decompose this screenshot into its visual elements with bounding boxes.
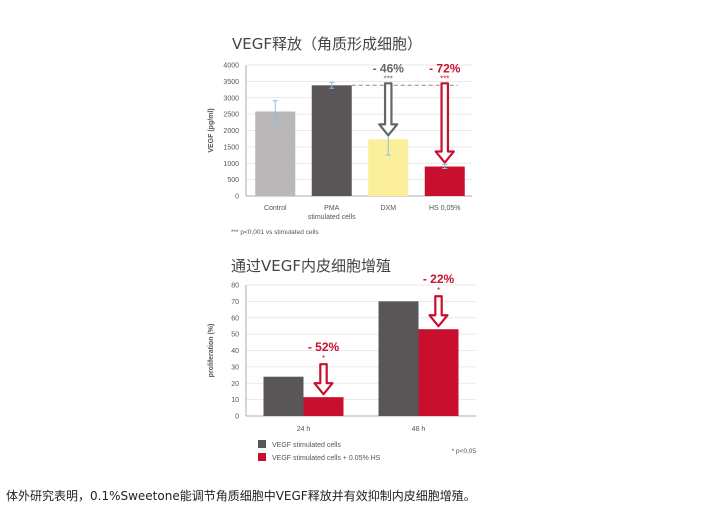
chart2-significance-star: * [322,354,325,363]
chart1-reduction-label: - 46% [373,61,405,75]
chart1-category-label: HS 0,05% [429,205,461,212]
chart2-ytick-label: 60 [231,315,239,322]
chart2-legend-label: VEGF stimulated cells + 0.05% HS [272,455,381,462]
chart1-category-label: stimulated cells [308,214,356,221]
chart2-reduction-label: - 22% [423,272,455,286]
chart2-reduction-arrow [428,295,449,328]
chart1-bar [255,111,296,196]
chart1-category-label: DXM [380,205,396,212]
chart1-category-label: PMA [324,205,340,212]
chart1-footnote: *** p<0,001 vs stimulated cells [231,229,319,236]
chart2-ytick-label: 40 [231,348,239,355]
chart2-footnote: * p<0,05 [452,448,477,455]
chart2-legend-label: VEGF stimulated cells [272,442,341,449]
chart1-significance-stars: *** [384,74,393,83]
chart1-title: VEGF释放（角质形成细胞） [232,35,422,53]
chart2-title: 通过VEGF内皮细胞增殖 [231,257,391,275]
chart1-ytick-label: 0 [235,194,239,201]
chart1-category-label: Control [264,205,287,212]
chart2-ytick-label: 50 [231,332,239,339]
chart1-ytick-label: 4000 [223,63,239,70]
chart2-legend-swatch [258,453,266,461]
chart1-reduction-arrow [434,82,455,164]
chart2-bar [418,329,459,416]
chart2-category-label: 24 h [297,426,311,433]
chart1-ytick-label: 2000 [223,128,239,135]
chart1-bar [424,166,465,196]
chart1-ytick-label: 2500 [223,112,239,119]
chart1-significance-stars: *** [440,74,449,83]
chart2-ytick-label: 0 [235,414,239,421]
chart1-ytick-label: 1500 [223,144,239,151]
chart1-reduction-label: - 72% [429,61,461,75]
chart1-ytick-label: 500 [227,177,239,184]
chart2-ytick-label: 70 [231,299,239,306]
caption: 体外研究表明，0.1%Sweetone能调节角质细胞中VEGF释放并有效抑制内皮… [6,489,476,503]
chart2-y-axis-label: proliferation (%) [208,324,215,378]
chart2-reduction-arrow [313,363,334,396]
chart1-bar [311,85,352,196]
chart2-bar [303,397,344,416]
chart2-ytick-label: 20 [231,381,239,388]
chart2-bar [378,301,419,416]
chart1-reduction-arrow [378,82,399,137]
chart2-ytick-label: 80 [231,283,239,290]
chart1-ytick-label: 3500 [223,79,239,86]
chart2-bar [263,376,304,416]
chart2-reduction-label: - 52% [308,340,340,354]
chart2-significance-star: * [437,286,440,295]
chart2-category-label: 48 h [412,426,426,433]
chart2-legend-swatch [258,440,266,448]
chart1-ytick-label: 1000 [223,161,239,168]
chart1-y-axis-label: VEGF (pg/ml) [208,108,215,152]
chart1-ytick-label: 3000 [223,95,239,102]
chart2-ytick-label: 30 [231,364,239,371]
chart2-ytick-label: 10 [231,397,239,404]
